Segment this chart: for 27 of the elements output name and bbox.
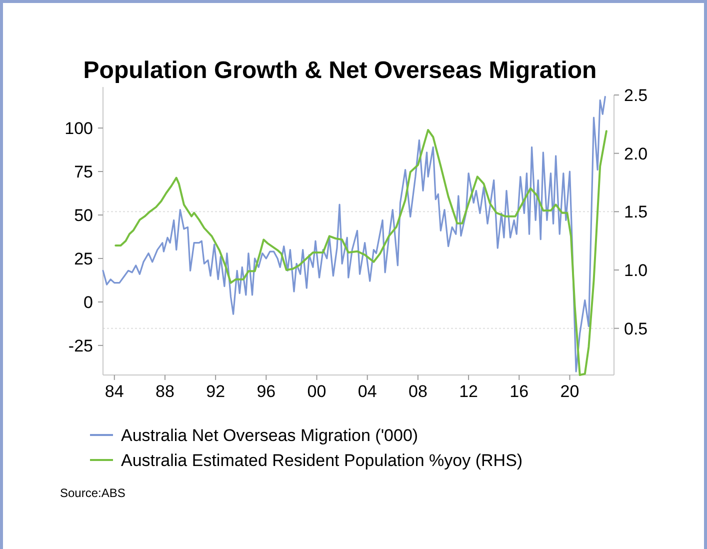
line-series <box>102 96 606 372</box>
x-tick-label: 88 <box>156 382 174 401</box>
y2-tick-label: 0.5 <box>624 319 648 338</box>
y2-tick-label: 1.0 <box>624 260 648 280</box>
y-tick-label: 100 <box>64 118 93 138</box>
x-tick-label: 20 <box>560 382 580 401</box>
y-tick-label: -25 <box>68 336 93 356</box>
x-tick-label: 84 <box>104 382 124 401</box>
x-tick-label: 96 <box>256 382 276 401</box>
x-tick-label: 16 <box>510 382 529 401</box>
y2-tick-label: 2.5 <box>624 86 648 105</box>
legend-label: Australia Net Overseas Migration ('000) <box>121 426 418 445</box>
x-tick-label: 00 <box>307 382 326 401</box>
y-tick-label: 75 <box>74 162 93 182</box>
line-series <box>114 129 608 376</box>
y2-tick-label: 1.5 <box>624 202 648 222</box>
y2-tick-label: 2.0 <box>624 144 648 164</box>
source-note: Source:ABS <box>60 486 126 500</box>
y-tick-label: 0 <box>84 292 93 312</box>
x-tick-label: 04 <box>358 382 377 401</box>
legend-label: Australia Estimated Resident Population %yoy (RHS) <box>121 450 523 470</box>
x-tick-label: 12 <box>459 382 478 401</box>
y-tick-label: 50 <box>74 206 93 225</box>
chart-title: Population Growth & Net Overseas Migration <box>83 57 597 84</box>
x-tick-label: 08 <box>408 382 428 401</box>
x-tick-label: 92 <box>206 382 226 401</box>
y-tick-label: 25 <box>74 249 93 268</box>
